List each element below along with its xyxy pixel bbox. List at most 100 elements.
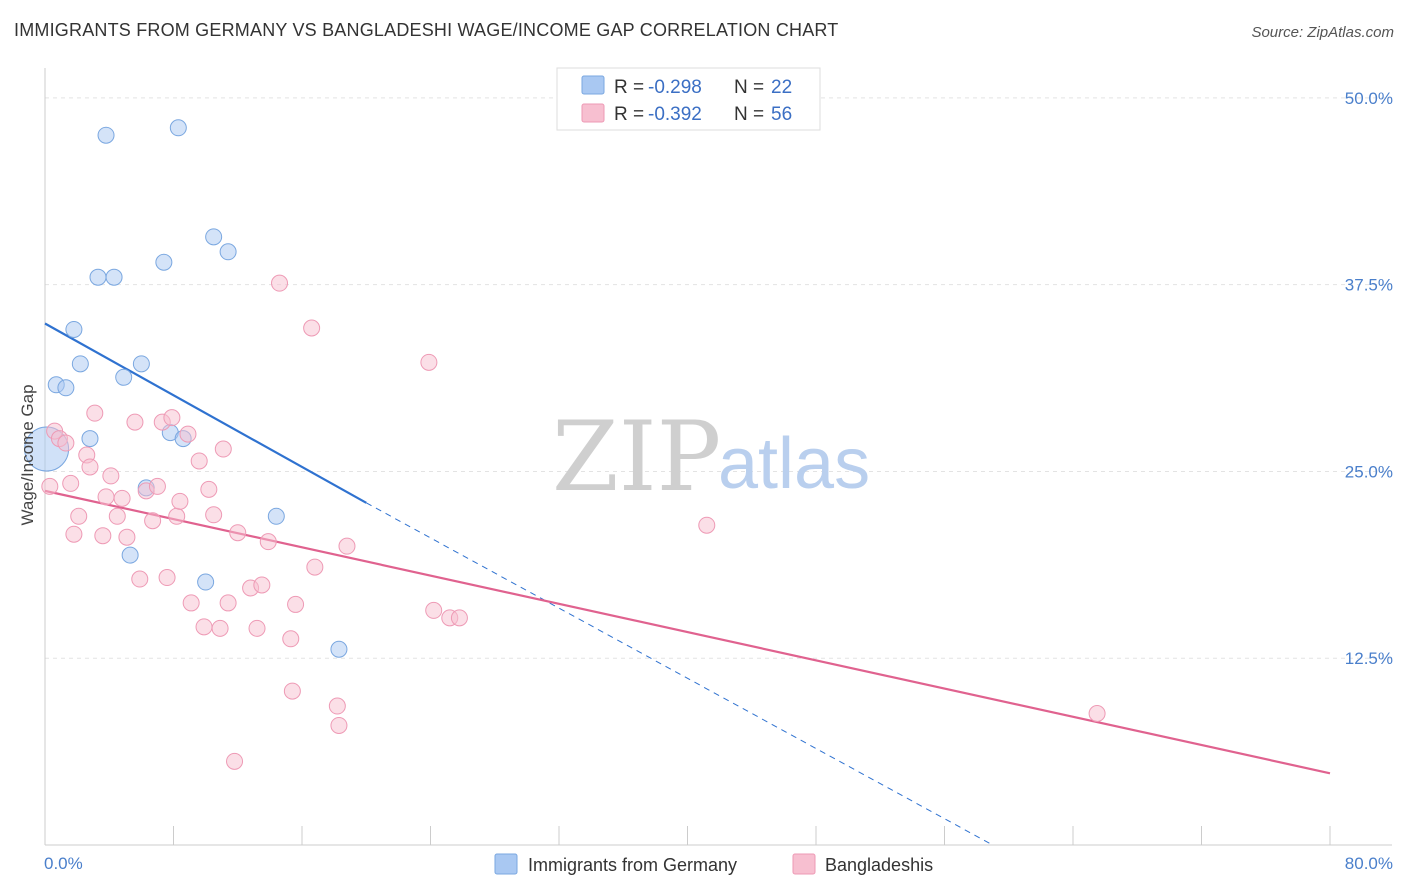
point-bangladeshis	[211, 619, 229, 637]
point-germany	[219, 243, 237, 261]
trend-line-germany-extension	[366, 502, 993, 846]
point-bangladeshis	[126, 413, 144, 431]
legend-r-label-2: R =	[614, 104, 644, 125]
point-bangladeshis	[182, 594, 200, 612]
point-bangladeshis	[168, 507, 186, 525]
point-bangladeshis	[158, 569, 176, 587]
point-bangladeshis	[148, 477, 166, 495]
point-germany	[267, 507, 285, 525]
point-bangladeshis	[420, 353, 438, 371]
legend-r-label-1: R =	[614, 77, 644, 98]
point-germany	[132, 355, 150, 373]
point-bangladeshis	[1088, 705, 1106, 723]
bottom-legend-label-germany: Immigrants from Germany	[528, 855, 737, 875]
point-bangladeshis	[303, 319, 321, 337]
point-bangladeshis	[248, 619, 266, 637]
point-bangladeshis	[144, 512, 162, 530]
point-bangladeshis	[57, 434, 75, 452]
point-bangladeshis	[86, 404, 104, 422]
point-bangladeshis	[200, 480, 218, 498]
point-bangladeshis	[450, 609, 468, 627]
grid-lines	[45, 97, 1392, 659]
point-germany	[169, 119, 187, 137]
y-tick-label: 12.5%	[1345, 649, 1393, 668]
y-tick-label: 25.0%	[1345, 462, 1393, 481]
point-bangladeshis	[65, 525, 83, 543]
point-bangladeshis	[330, 716, 348, 734]
point-bangladeshis	[287, 595, 305, 613]
point-bangladeshis	[328, 697, 346, 715]
legend-r-value-2: -0.392	[648, 104, 702, 125]
point-bangladeshis	[62, 474, 80, 492]
point-germany	[71, 355, 89, 373]
point-bangladeshis	[282, 630, 300, 648]
trend-lines	[44, 322, 1331, 846]
point-bangladeshis	[229, 524, 247, 542]
point-bangladeshis	[253, 576, 271, 594]
point-germany	[121, 546, 139, 564]
point-germany	[115, 368, 133, 386]
point-germany	[97, 126, 115, 144]
watermark: ZIP atlas	[552, 401, 870, 513]
point-bangladeshis	[171, 492, 189, 510]
point-bangladeshis	[131, 570, 149, 588]
watermark-atlas: atlas	[718, 424, 870, 504]
legend-n-label-1: N =	[734, 77, 764, 98]
point-germany	[105, 268, 123, 286]
data-points	[24, 119, 1106, 770]
bottom-legend-swatch-bangladeshis	[792, 853, 816, 875]
point-bangladeshis	[226, 752, 244, 770]
point-bangladeshis	[195, 618, 213, 636]
trend-line-bangladeshis	[44, 489, 1331, 775]
legend-swatch-bangladeshis	[581, 103, 605, 123]
point-bangladeshis	[271, 274, 289, 292]
trend-line-germany	[44, 322, 367, 504]
point-bangladeshis	[113, 489, 131, 507]
point-bangladeshis	[97, 488, 115, 506]
legend-swatch-germany	[581, 75, 605, 95]
point-germany	[65, 320, 83, 338]
legend-n-value-1: 22	[771, 77, 792, 98]
x-tick-label: 0.0%	[44, 854, 83, 873]
y-tick-labels: 12.5% 25.0% 37.5% 50.0%	[1345, 89, 1393, 668]
point-germany	[155, 253, 173, 271]
legend-n-label-2: N =	[734, 104, 764, 125]
legend-r-value-1: -0.298	[648, 77, 702, 98]
point-bangladeshis	[425, 601, 443, 619]
legend-n-value-2: 56	[771, 104, 792, 125]
point-bangladeshis	[698, 516, 716, 534]
point-bangladeshis	[219, 594, 237, 612]
y-tick-label: 50.0%	[1345, 89, 1393, 108]
point-germany	[57, 379, 75, 397]
point-bangladeshis	[179, 425, 197, 443]
point-bangladeshis	[81, 458, 99, 476]
point-bangladeshis	[118, 528, 136, 546]
bottom-legend-swatch-germany	[494, 853, 518, 875]
y-axis-label: Wage/Income Gap	[18, 384, 37, 525]
point-bangladeshis	[163, 409, 181, 427]
point-bangladeshis	[190, 452, 208, 470]
chart-source: Source: ZipAtlas.com	[1251, 24, 1394, 41]
point-bangladeshis	[214, 440, 232, 458]
point-bangladeshis	[108, 507, 126, 525]
point-bangladeshis	[283, 682, 301, 700]
point-bangladeshis	[70, 507, 88, 525]
x-tick-label: 80.0%	[1345, 854, 1393, 873]
point-germany	[197, 573, 215, 591]
point-bangladeshis	[205, 506, 223, 524]
watermark-zip: ZIP	[552, 401, 721, 513]
point-bangladeshis	[94, 527, 112, 545]
chart-title: IMMIGRANTS FROM GERMANY VS BANGLADESHI W…	[14, 20, 839, 40]
point-germany	[81, 430, 99, 448]
point-bangladeshis	[102, 467, 120, 485]
bottom-legend-label-bangladeshis: Bangladeshis	[825, 855, 933, 875]
point-bangladeshis	[338, 537, 356, 555]
bottom-legend: Immigrants from Germany Bangladeshis	[494, 853, 933, 875]
point-bangladeshis	[41, 477, 59, 495]
legend-box: R = -0.298 N = 22 R = -0.392 N = 56	[556, 67, 821, 131]
point-germany	[89, 268, 107, 286]
x-tick-labels: 0.0% 80.0%	[44, 854, 1393, 873]
point-bangladeshis	[306, 558, 324, 576]
point-germany	[330, 640, 348, 658]
y-tick-label: 37.5%	[1345, 276, 1393, 295]
